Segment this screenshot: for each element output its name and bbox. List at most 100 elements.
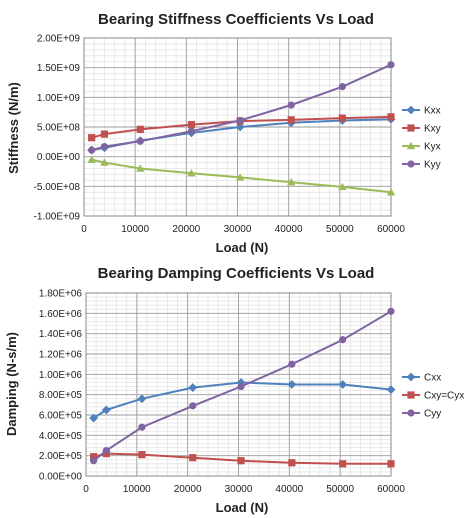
y-tick-label: 2.00E+05 bbox=[39, 451, 83, 462]
y-tick-label: -1.00E+09 bbox=[34, 212, 81, 223]
legend-kyy-marker bbox=[407, 160, 415, 168]
y-tick-label: 0.00E+00 bbox=[39, 472, 83, 483]
series-line-cxx bbox=[93, 381, 392, 419]
damping-chart-legend: Cxx Cxy=Cyx Cyy bbox=[402, 373, 464, 420]
data-point-cyy bbox=[339, 336, 347, 344]
data-point-cxx bbox=[188, 383, 198, 392]
data-point-cxy-cyx bbox=[189, 454, 197, 462]
data-point-cxy-cyx bbox=[237, 457, 245, 465]
data-point-kyx bbox=[187, 169, 196, 177]
x-tick-label: 40000 bbox=[275, 224, 303, 235]
data-point-kxy bbox=[88, 134, 96, 142]
damping-chart-title: Bearing Damping Coefficients Vs Load bbox=[98, 265, 375, 282]
x-tick-label: 60000 bbox=[377, 224, 405, 235]
legend-cxx-label: Cxx bbox=[424, 373, 441, 384]
x-tick-label: 50000 bbox=[326, 224, 354, 235]
y-tick-label: 0.00E+00 bbox=[37, 152, 81, 163]
series-line-cxy-cyx bbox=[93, 452, 391, 465]
data-point-cxx bbox=[236, 378, 246, 387]
series-line-kyx bbox=[91, 158, 392, 194]
y-tick-label: -5.00E+08 bbox=[34, 182, 81, 193]
legend-kyy-label: Kyy bbox=[424, 160, 441, 171]
legend-cyy-marker bbox=[407, 409, 415, 417]
legend-cxx-marker bbox=[406, 372, 416, 382]
y-tick-label: 4.00E+05 bbox=[39, 431, 83, 442]
data-point-cxy-cyx bbox=[387, 460, 395, 468]
stiffness-chart: Bearing Stiffness Coefficients Vs Load S… bbox=[6, 11, 441, 255]
damping-chart: Bearing Damping Coefficients Vs Load Dam… bbox=[4, 265, 464, 515]
data-point-cxy-cyx bbox=[138, 451, 146, 459]
x-tick-label: 20000 bbox=[174, 484, 202, 495]
legend-kxy-marker bbox=[407, 124, 415, 132]
x-tick-label: 30000 bbox=[225, 484, 253, 495]
y-tick-label: 1.40E+06 bbox=[39, 329, 83, 340]
legend-kyx-marker bbox=[406, 141, 416, 150]
legend-kxy-label: Kxy bbox=[424, 124, 441, 135]
data-point-cxx bbox=[137, 394, 147, 404]
y-tick-label: 5.00E+08 bbox=[37, 123, 81, 134]
damping-chart-xlabel: Load (N) bbox=[216, 500, 269, 515]
stiffness-chart-legend: Kxx Kxy Kyx Kyy bbox=[402, 106, 441, 171]
series-line-kxy bbox=[91, 115, 392, 139]
data-point-kyy bbox=[236, 116, 244, 125]
legend-kxx-marker bbox=[406, 105, 416, 115]
stiffness-chart-plot: -1.00E+09 -5.00E+08 0.00E+00 5.00E+08 1.00E+… bbox=[34, 34, 406, 236]
x-tick-label: 20000 bbox=[172, 224, 200, 235]
data-point-cyy bbox=[387, 307, 395, 315]
data-point-cxy-cyx bbox=[288, 459, 296, 467]
data-point-cyy bbox=[189, 402, 197, 410]
data-point-kyx bbox=[386, 188, 396, 196]
data-point-kyx bbox=[100, 158, 109, 166]
data-point-kyx bbox=[287, 177, 296, 186]
y-tick-label: 2.00E+09 bbox=[37, 34, 81, 45]
data-point-kyx bbox=[235, 173, 245, 181]
data-point-kyy bbox=[100, 142, 109, 151]
legend-cxy-cyx-label: Cxy=Cyx bbox=[424, 391, 464, 402]
data-point-cxy-cyx bbox=[339, 460, 347, 468]
data-point-kyy bbox=[338, 83, 346, 91]
y-tick-label: 1.00E+09 bbox=[37, 93, 81, 104]
stiffness-chart-ylabel: Stiffness (N/m) bbox=[6, 82, 21, 174]
data-point-kxy bbox=[187, 121, 196, 129]
data-point-kyy bbox=[88, 146, 96, 154]
stiffness-chart-xlabel: Load (N) bbox=[216, 240, 269, 255]
data-point-cyy bbox=[237, 382, 245, 391]
x-tick-label: 10000 bbox=[123, 484, 151, 495]
x-tick-label: 60000 bbox=[377, 484, 405, 495]
data-point-kxy bbox=[338, 114, 346, 122]
data-point-kyy bbox=[287, 101, 295, 109]
series-line-cyy bbox=[92, 310, 392, 462]
x-tick-label: 30000 bbox=[224, 224, 252, 235]
y-tick-label: 1.20E+06 bbox=[39, 350, 83, 361]
data-point-kyx bbox=[87, 155, 96, 163]
data-point-cxx bbox=[386, 385, 396, 394]
legend-kxx-label: Kxx bbox=[424, 106, 441, 117]
data-point-kyy bbox=[136, 137, 144, 145]
legend-kyx-label: Kyx bbox=[424, 142, 441, 153]
data-point-kxy bbox=[287, 116, 295, 124]
data-point-kyy bbox=[187, 127, 196, 135]
stiffness-chart-title: Bearing Stiffness Coefficients Vs Load bbox=[98, 11, 374, 28]
damping-chart-ylabel: Damping (N-s/m) bbox=[4, 332, 19, 436]
data-point-kxx bbox=[235, 122, 245, 132]
y-tick-label: 1.60E+06 bbox=[39, 309, 83, 320]
data-point-cxy-cyx bbox=[90, 453, 98, 461]
x-tick-label: 50000 bbox=[326, 484, 354, 495]
series-line-kyy bbox=[91, 63, 392, 152]
data-point-kyx bbox=[338, 182, 347, 191]
plot-area-border bbox=[83, 37, 392, 217]
data-point-cxx bbox=[89, 413, 99, 423]
x-tick-label: 0 bbox=[81, 224, 87, 235]
data-point-kyy bbox=[387, 61, 395, 69]
x-tick-label: 10000 bbox=[121, 224, 149, 235]
y-tick-label: 1.50E+09 bbox=[37, 63, 81, 74]
x-tick-label: 40000 bbox=[275, 484, 303, 495]
data-point-kxy bbox=[387, 113, 395, 121]
y-tick-label: 8.00E+05 bbox=[39, 390, 83, 401]
x-tick-label: 0 bbox=[83, 484, 89, 495]
data-point-cyy bbox=[288, 360, 296, 368]
damping-chart-plot: 0.00E+00 2.00E+05 4.00E+05 6.00E+05 8.00E+05… bbox=[39, 289, 405, 496]
legend-cxy-cyx-marker bbox=[407, 391, 415, 399]
data-point-cyy bbox=[102, 446, 110, 455]
